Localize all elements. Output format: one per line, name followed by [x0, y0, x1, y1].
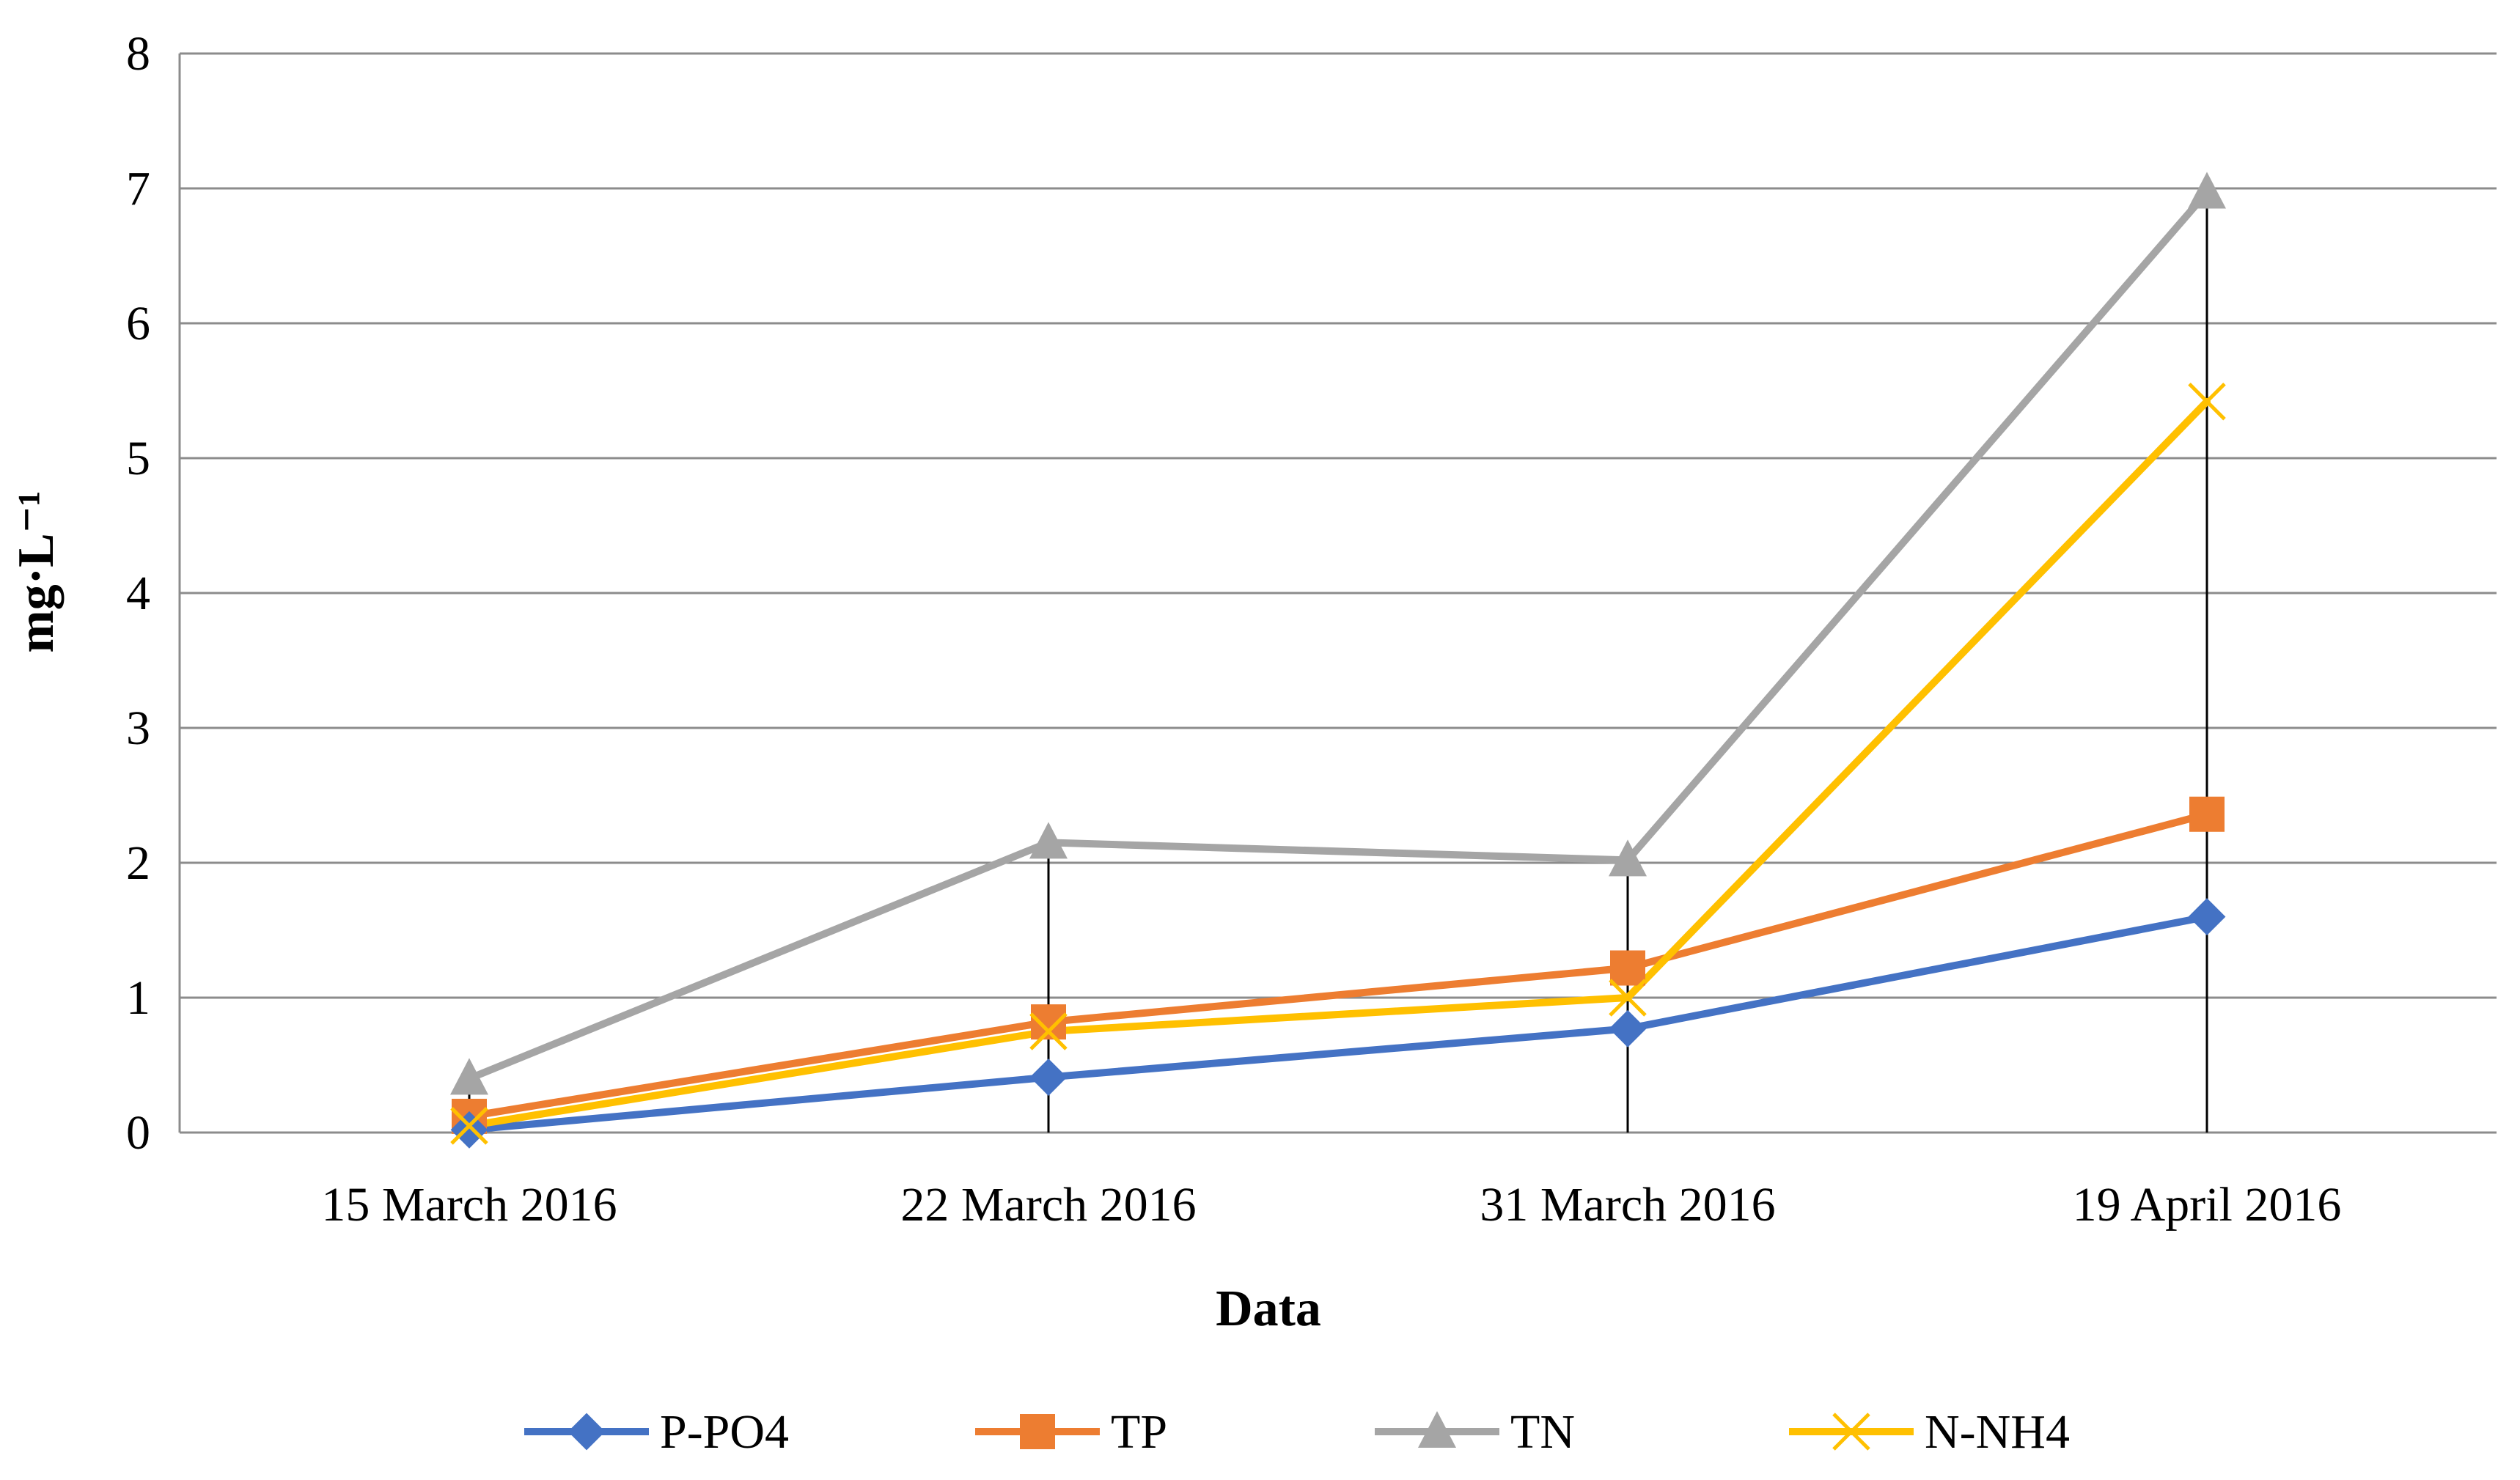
data-point-p-po4 [450, 1111, 488, 1149]
data-point-p-po4 [2188, 898, 2226, 936]
y-tick-label: 8 [126, 27, 150, 81]
data-point-tp [2189, 796, 2225, 832]
x-tick-label: 19 April 2016 [2073, 1178, 2342, 1232]
x-tick-label: 22 March 2016 [900, 1178, 1196, 1232]
data-point-n-nh4 [1609, 979, 1647, 1017]
legend: P-PO4 TP TN N-NH4 [524, 1405, 2070, 1459]
legend-marker-tn [1418, 1411, 1456, 1448]
axes [178, 54, 2497, 1134]
y-tick-labels: 0 1 2 3 4 5 6 7 8 [126, 27, 150, 1160]
data-point-tn [450, 1058, 488, 1095]
series-line-tn [466, 188, 2211, 1083]
legend-label-tp: TP [1111, 1405, 1167, 1459]
data-point-n-nh4 [1029, 1012, 1068, 1050]
y-tick-label: 0 [126, 1106, 150, 1160]
series-line-tp [466, 810, 2211, 1120]
y-tick-label: 1 [126, 971, 150, 1025]
data-point-p-po4 [1029, 1059, 1068, 1096]
x-axis-title: Data [1216, 1281, 1321, 1337]
data-point-n-nh4 [2188, 382, 2226, 421]
data-point-tn [1029, 822, 1068, 859]
data-point-tp [1031, 1004, 1066, 1040]
series-line-n-nh4 [466, 397, 2211, 1130]
gridlines [180, 52, 2497, 1134]
y-tick-label: 6 [126, 297, 150, 350]
data-point-tn [2188, 172, 2226, 209]
data-point-tp [1610, 950, 1645, 986]
legend-marker-tp [1020, 1414, 1055, 1449]
x-tick-labels: 15 March 2016 22 March 2016 31 March 2016 1… [321, 1178, 2341, 1232]
legend-label-n-nh4: N-NH4 [1925, 1405, 2070, 1459]
y-tick-label: 4 [126, 567, 150, 620]
y-tick-label: 3 [126, 702, 150, 755]
y-tick-label: 2 [126, 836, 150, 890]
data-point-n-nh4 [450, 1107, 488, 1145]
x-tick-label: 15 March 2016 [321, 1178, 617, 1232]
legend-marker-n-nh4 [1832, 1413, 1870, 1451]
x-tick-label: 31 March 2016 [1480, 1178, 1775, 1232]
y-tick-label: 5 [126, 432, 150, 485]
legend-label-p-po4: P-PO4 [660, 1405, 789, 1459]
y-axis-title: mg·L⁻¹ [8, 490, 65, 652]
legend-label-tn: TN [1510, 1405, 1575, 1459]
legend-marker-p-po4 [567, 1413, 606, 1451]
series-group [450, 172, 2226, 1149]
series-line-p-po4 [466, 913, 2211, 1134]
data-point-tn [1609, 839, 1647, 877]
data-point-p-po4 [1609, 1009, 1647, 1048]
y-tick-label: 7 [126, 162, 150, 216]
